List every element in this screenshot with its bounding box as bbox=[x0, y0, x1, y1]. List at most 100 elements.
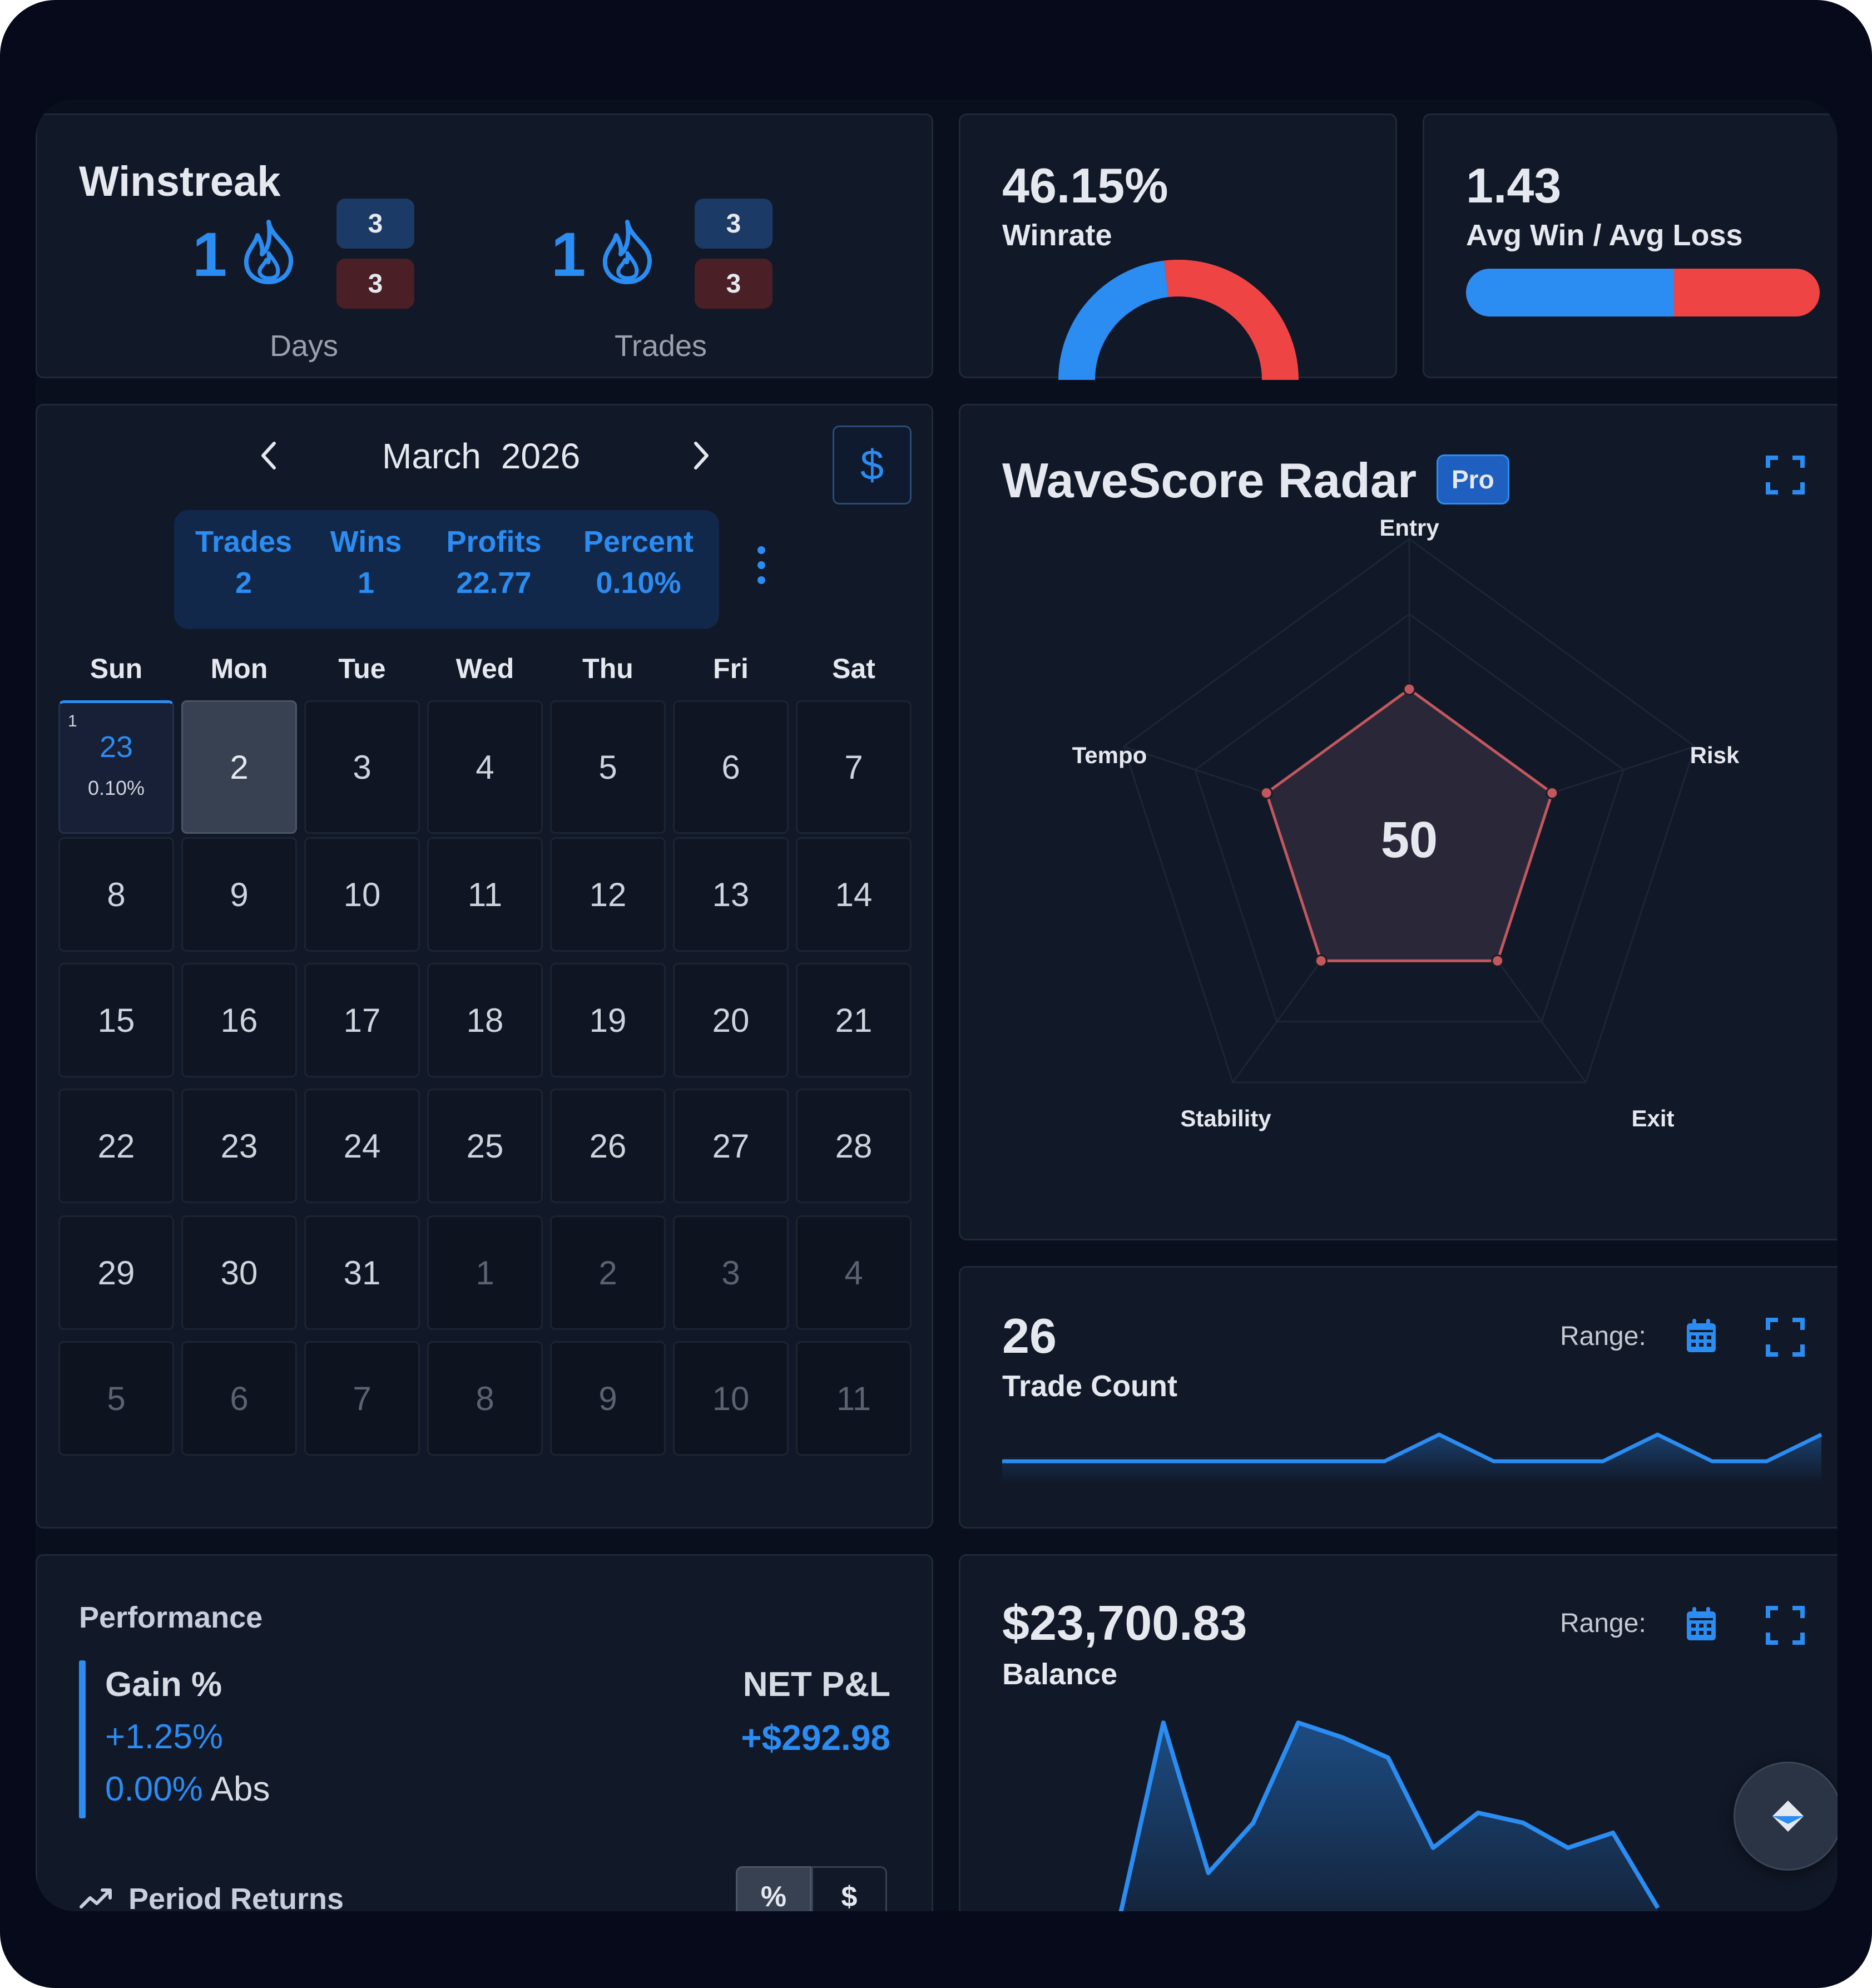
calendar-day-cell[interactable]: 4 bbox=[796, 1215, 912, 1330]
trades-streak-count: 1 bbox=[551, 220, 586, 289]
pro-badge: Pro bbox=[1437, 454, 1509, 505]
abs-value: 0.00% bbox=[105, 1770, 203, 1808]
winrate-gauge bbox=[1058, 260, 1299, 380]
currency-toggle-button[interactable]: $ bbox=[833, 426, 912, 505]
calendar-day-cell[interactable]: 21 bbox=[796, 963, 912, 1077]
calendar-day-cell[interactable]: 5 bbox=[550, 700, 666, 834]
calendar-day-cell[interactable]: 12 bbox=[550, 837, 666, 952]
fullscreen-icon[interactable] bbox=[1766, 1606, 1805, 1645]
net-pnl-label: NET P&L bbox=[742, 1665, 890, 1704]
radar-axis-label-entry: Entry bbox=[1379, 515, 1439, 541]
balance-area bbox=[1121, 1723, 1658, 1911]
calendar-day-cell[interactable]: 8 bbox=[427, 1341, 543, 1456]
calendar-day-cell[interactable]: 17 bbox=[304, 963, 420, 1077]
radar-grid-ring bbox=[1194, 613, 1625, 1023]
calendar-icon[interactable] bbox=[1685, 1318, 1718, 1354]
more-options-icon[interactable] bbox=[755, 545, 768, 586]
calendar-day-cell[interactable]: 3 bbox=[304, 700, 420, 834]
performance-title: Performance bbox=[79, 1601, 263, 1634]
radar-axis-label-tempo: Tempo bbox=[1072, 742, 1147, 768]
weekday-sat: Sat bbox=[832, 653, 875, 684]
calendar-day-cell[interactable]: 3 bbox=[673, 1215, 789, 1330]
calendar-day-cell[interactable]: 5 bbox=[58, 1341, 174, 1456]
calendar-day-cell[interactable]: 11 bbox=[427, 837, 543, 952]
winstreak-card: Winstreak 1 3 3 Days 1 3 3 Trades bbox=[36, 113, 933, 378]
calendar-icon[interactable] bbox=[1685, 1606, 1718, 1643]
abs-row: 0.00% Abs bbox=[105, 1769, 270, 1809]
calendar-day-cell[interactable]: 13 bbox=[673, 837, 789, 952]
ratio-label: Avg Win / Avg Loss bbox=[1466, 219, 1743, 252]
calendar-day-cell[interactable]: 30 bbox=[181, 1215, 297, 1330]
calendar-day-cell[interactable]: 6 bbox=[181, 1341, 297, 1456]
calendar-day-cell[interactable]: 1 bbox=[427, 1215, 543, 1330]
calendar-card: March 2026 $ Trades 2 Wins 1 Profits 22.7… bbox=[36, 404, 933, 1529]
calendar-day-cell[interactable]: 20 bbox=[673, 963, 789, 1077]
stat-profits-value: 22.77 bbox=[456, 566, 532, 600]
calendar-day-cell[interactable]: 24 bbox=[304, 1089, 420, 1203]
calendar-day-cell[interactable]: 8 bbox=[58, 837, 174, 952]
calendar-day-cell[interactable]: 10 bbox=[304, 837, 420, 952]
trend-icon bbox=[80, 1888, 112, 1908]
prev-month-icon[interactable] bbox=[259, 440, 279, 471]
fullscreen-icon[interactable] bbox=[1766, 1318, 1805, 1357]
calendar-day-cell[interactable]: 28 bbox=[796, 1089, 912, 1203]
calendar-day-cell[interactable]: 25 bbox=[427, 1089, 543, 1203]
dollar-toggle-button[interactable]: $ bbox=[811, 1866, 887, 1911]
balance-card: $23,700.83 Balance Range: bbox=[959, 1554, 1838, 1911]
calendar-day-cell[interactable]: 9 bbox=[181, 837, 297, 952]
weekday-tue: Tue bbox=[338, 653, 386, 684]
trade-count-area bbox=[1002, 1435, 1821, 1483]
calendar-day-cell[interactable]: 31 bbox=[304, 1215, 420, 1330]
percent-toggle-button[interactable]: % bbox=[736, 1866, 811, 1911]
calendar-day-cell[interactable]: 1 23 0.10% bbox=[58, 700, 174, 834]
scroll-top-button[interactable] bbox=[1734, 1762, 1838, 1871]
calendar-day-cell[interactable]: 4 bbox=[427, 700, 543, 834]
balance-line bbox=[1118, 1720, 1660, 1911]
calendar-day-cell[interactable]: 27 bbox=[673, 1089, 789, 1203]
month-label: March 2026 bbox=[382, 436, 580, 477]
winrate-card: 46.15% Winrate bbox=[959, 113, 1397, 380]
calendar-day-cell[interactable]: 23 bbox=[181, 1089, 297, 1203]
radar-grid-ring bbox=[1122, 538, 1696, 1084]
calendar-day-cell[interactable]: 7 bbox=[796, 700, 912, 834]
days-losses-badge: 3 bbox=[336, 259, 414, 309]
calendar-day-cell[interactable]: 9 bbox=[550, 1341, 666, 1456]
trades-label: Trades bbox=[615, 329, 707, 363]
radar-point-stability bbox=[1314, 954, 1328, 967]
performance-card: Performance Gain % +1.25% 0.00% Abs NET … bbox=[36, 1554, 933, 1911]
gauge-loss-arc bbox=[1163, 260, 1299, 380]
cell-percent: 0.10% bbox=[87, 777, 145, 799]
calendar-day-cell[interactable]: 19 bbox=[550, 963, 666, 1077]
dollar-icon: $ bbox=[860, 441, 884, 489]
calendar-day-cell[interactable]: 11 bbox=[796, 1341, 912, 1456]
gauge-win-arc bbox=[1058, 260, 1169, 380]
calendar-day-cell[interactable]: 22 bbox=[58, 1089, 174, 1203]
cell-pnl-value: 23 bbox=[99, 730, 133, 764]
winstreak-title: Winstreak bbox=[79, 158, 281, 205]
trade-count-sparkline bbox=[1002, 1432, 1823, 1483]
balance-value: $23,700.83 bbox=[1002, 1595, 1247, 1650]
next-month-icon[interactable] bbox=[691, 440, 711, 471]
days-wins-badge: 3 bbox=[336, 199, 414, 249]
weekday-wed: Wed bbox=[455, 653, 514, 684]
calendar-day-cell[interactable]: 2 bbox=[550, 1215, 666, 1330]
calendar-day-cell[interactable]: 15 bbox=[58, 963, 174, 1077]
flame-icon bbox=[602, 220, 652, 284]
stat-wins-value: 1 bbox=[357, 566, 375, 600]
calendar-day-cell[interactable]: 6 bbox=[673, 700, 789, 834]
radar-point-tempo bbox=[1260, 787, 1273, 800]
calendar-day-cell[interactable]: 26 bbox=[550, 1089, 666, 1203]
calendar-day-cell[interactable]: 10 bbox=[673, 1341, 789, 1456]
calendar-day-cell[interactable]: 7 bbox=[304, 1341, 420, 1456]
calendar-day-cell[interactable]: 18 bbox=[427, 963, 543, 1077]
balance-label: Balance bbox=[1002, 1658, 1118, 1691]
calendar-day-cell[interactable]: 14 bbox=[796, 837, 912, 952]
stat-percent-value: 0.10% bbox=[596, 566, 681, 600]
radar-axis-label-risk: Risk bbox=[1690, 742, 1740, 768]
fullscreen-icon[interactable] bbox=[1766, 456, 1805, 494]
weekday-sun: Sun bbox=[90, 653, 143, 684]
calendar-day-cell[interactable]: 2 bbox=[181, 700, 297, 834]
calendar-day-cell[interactable]: 29 bbox=[58, 1215, 174, 1330]
calendar-day-cell[interactable]: 16 bbox=[181, 963, 297, 1077]
